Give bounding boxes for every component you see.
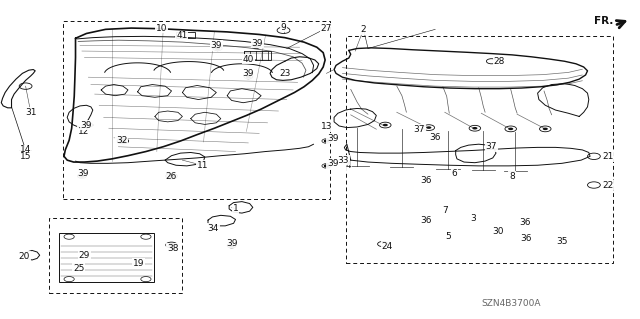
Circle shape: [426, 126, 431, 129]
Circle shape: [508, 128, 513, 130]
Text: 2: 2: [361, 25, 366, 34]
Text: 27: 27: [321, 24, 332, 33]
Circle shape: [246, 76, 250, 78]
Text: 39: 39: [243, 69, 254, 78]
Text: 20: 20: [19, 252, 30, 261]
Text: 39: 39: [81, 121, 92, 130]
Text: 36: 36: [420, 216, 432, 225]
Bar: [49, 218, 182, 293]
Text: 38: 38: [167, 244, 179, 253]
Circle shape: [80, 175, 84, 177]
Text: 3: 3: [471, 214, 476, 223]
Bar: [63, 21, 330, 199]
Text: SZN4B3700A: SZN4B3700A: [481, 299, 540, 308]
Text: 19: 19: [133, 259, 145, 268]
Text: 24: 24: [381, 242, 393, 251]
Text: 7: 7: [442, 206, 447, 215]
Text: 14: 14: [20, 145, 31, 154]
Circle shape: [543, 128, 548, 130]
Bar: [59, 233, 154, 282]
Bar: [176, 32, 195, 38]
Text: 30: 30: [492, 227, 504, 236]
Text: 23: 23: [279, 69, 291, 78]
Bar: [346, 36, 613, 263]
Text: 32: 32: [116, 137, 127, 145]
Text: 4: 4: [346, 161, 351, 170]
Text: 36: 36: [520, 234, 532, 243]
Circle shape: [324, 140, 328, 142]
Text: 36: 36: [519, 218, 531, 227]
Text: 37: 37: [486, 142, 497, 151]
Circle shape: [383, 124, 388, 126]
Text: 39: 39: [77, 169, 89, 178]
Text: 39: 39: [211, 41, 222, 50]
Text: 25: 25: [73, 264, 84, 273]
Circle shape: [472, 127, 477, 130]
Text: 28: 28: [493, 57, 505, 66]
Text: 36: 36: [420, 176, 432, 185]
Text: 12: 12: [77, 127, 89, 136]
Text: 39: 39: [327, 159, 339, 168]
Text: 11: 11: [196, 161, 208, 170]
Circle shape: [254, 45, 258, 47]
Text: FR.: FR.: [594, 16, 613, 26]
Circle shape: [169, 244, 174, 246]
Text: 15: 15: [20, 152, 31, 161]
Text: 8: 8: [509, 172, 515, 181]
Circle shape: [86, 124, 90, 126]
Text: 31: 31: [25, 108, 36, 117]
Text: 26: 26: [166, 172, 177, 181]
Text: 6: 6: [452, 169, 457, 178]
Text: 9: 9: [281, 23, 286, 32]
Text: 39: 39: [327, 134, 339, 143]
Text: 1: 1: [233, 204, 238, 213]
Text: 21: 21: [602, 152, 614, 161]
Circle shape: [230, 245, 234, 247]
Text: 39: 39: [226, 239, 237, 248]
Text: 10: 10: [156, 24, 167, 33]
Text: 41: 41: [176, 31, 188, 40]
Text: 34: 34: [207, 224, 219, 233]
Text: 36: 36: [429, 133, 441, 142]
Circle shape: [169, 175, 174, 177]
Text: 5: 5: [445, 232, 451, 241]
Bar: [244, 51, 271, 60]
Text: 22: 22: [602, 181, 614, 189]
Text: 40: 40: [243, 55, 254, 63]
Circle shape: [120, 140, 125, 142]
Text: 39: 39: [252, 39, 263, 48]
Circle shape: [216, 48, 220, 49]
Circle shape: [324, 165, 328, 167]
Text: 29: 29: [79, 251, 90, 260]
Text: 37: 37: [413, 125, 425, 134]
Text: 33: 33: [337, 156, 349, 165]
Text: 13: 13: [321, 122, 332, 131]
Text: 35: 35: [556, 237, 568, 246]
